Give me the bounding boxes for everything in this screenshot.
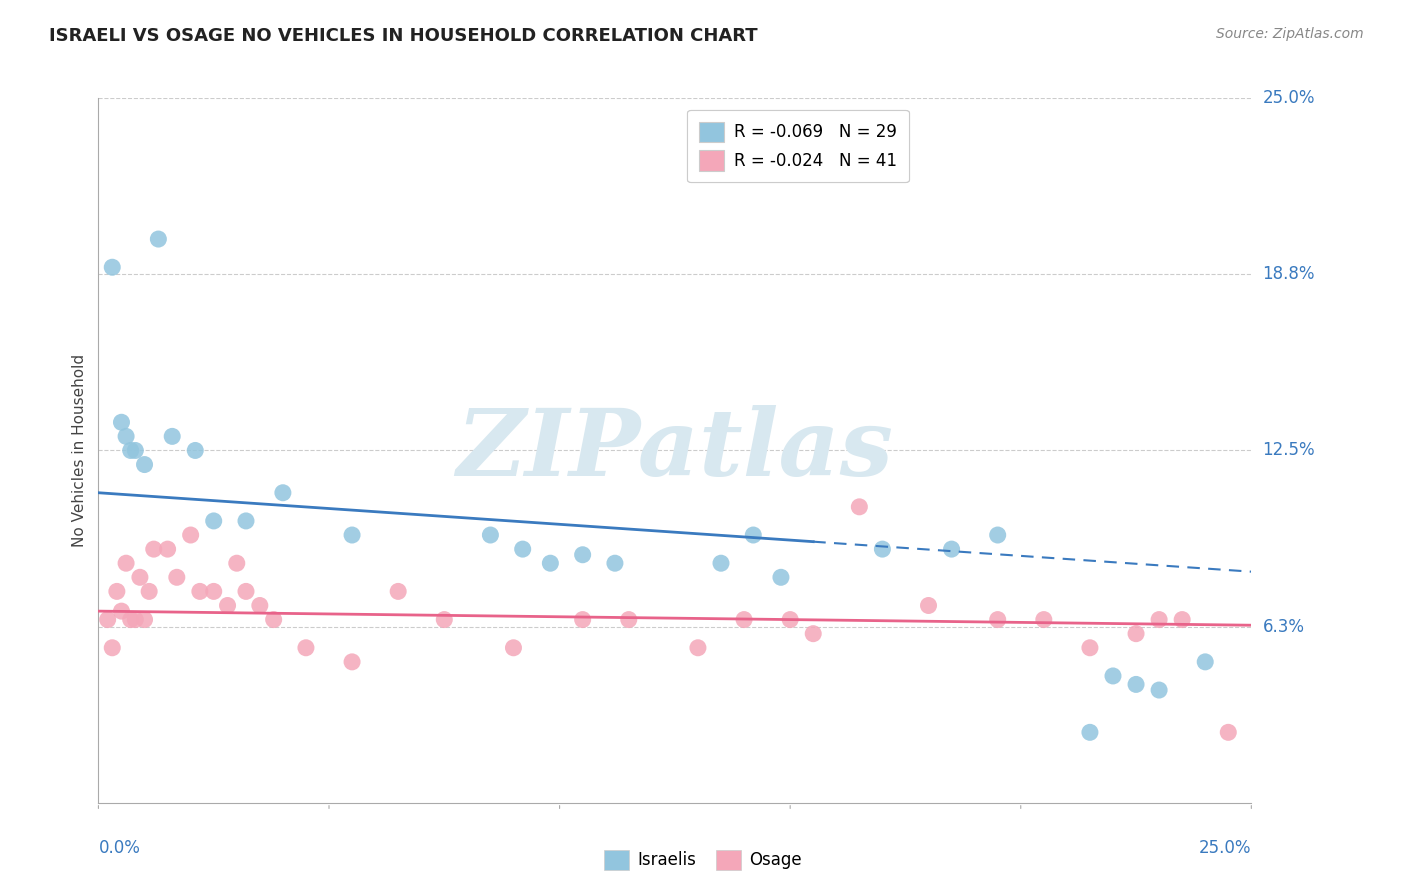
Point bbox=[202, 514, 225, 528]
Point bbox=[1171, 613, 1194, 627]
Text: 0.0%: 0.0% bbox=[98, 838, 141, 857]
Point bbox=[134, 458, 156, 472]
Point bbox=[801, 626, 824, 640]
Point bbox=[987, 528, 1010, 542]
Point bbox=[156, 542, 179, 557]
Point bbox=[235, 514, 257, 528]
Point bbox=[603, 556, 626, 570]
Point bbox=[538, 556, 561, 570]
Point bbox=[110, 604, 132, 618]
Point bbox=[941, 542, 963, 557]
Legend: R = -0.069   N = 29, R = -0.024   N = 41: R = -0.069 N = 29, R = -0.024 N = 41 bbox=[688, 110, 908, 182]
Point bbox=[387, 584, 409, 599]
Point bbox=[184, 443, 207, 458]
Text: 25.0%: 25.0% bbox=[1263, 89, 1315, 107]
Point bbox=[166, 570, 188, 584]
Point bbox=[769, 570, 792, 584]
Point bbox=[340, 655, 363, 669]
Y-axis label: No Vehicles in Household: No Vehicles in Household bbox=[72, 354, 87, 547]
Point bbox=[217, 599, 239, 613]
Point bbox=[115, 556, 138, 570]
Point bbox=[512, 542, 534, 557]
Point bbox=[340, 528, 363, 542]
Point bbox=[1218, 725, 1240, 739]
Point bbox=[742, 528, 765, 542]
Point bbox=[148, 232, 170, 246]
Point bbox=[271, 485, 294, 500]
Text: Source: ZipAtlas.com: Source: ZipAtlas.com bbox=[1216, 27, 1364, 41]
Point bbox=[263, 613, 285, 627]
Point bbox=[917, 599, 939, 613]
Point bbox=[1032, 613, 1054, 627]
Text: ISRAELI VS OSAGE NO VEHICLES IN HOUSEHOLD CORRELATION CHART: ISRAELI VS OSAGE NO VEHICLES IN HOUSEHOL… bbox=[49, 27, 758, 45]
Point bbox=[848, 500, 870, 514]
Point bbox=[686, 640, 709, 655]
Point bbox=[138, 584, 160, 599]
Point bbox=[134, 613, 156, 627]
Point bbox=[249, 599, 271, 613]
Text: 18.8%: 18.8% bbox=[1263, 265, 1315, 284]
Point bbox=[733, 613, 755, 627]
Point bbox=[142, 542, 165, 557]
Point bbox=[710, 556, 733, 570]
Point bbox=[235, 584, 257, 599]
Point bbox=[779, 613, 801, 627]
Point bbox=[101, 640, 124, 655]
Point bbox=[225, 556, 247, 570]
Point bbox=[160, 429, 183, 443]
Point bbox=[1125, 677, 1147, 691]
Point bbox=[120, 443, 142, 458]
Point bbox=[115, 429, 138, 443]
Point bbox=[129, 570, 152, 584]
Point bbox=[617, 613, 640, 627]
Text: 25.0%: 25.0% bbox=[1199, 838, 1251, 857]
Point bbox=[188, 584, 211, 599]
Point bbox=[502, 640, 524, 655]
Point bbox=[1147, 683, 1170, 698]
Point bbox=[433, 613, 456, 627]
Point bbox=[987, 613, 1010, 627]
Point bbox=[1102, 669, 1125, 683]
Point bbox=[124, 613, 146, 627]
Point bbox=[180, 528, 202, 542]
Point bbox=[101, 260, 124, 275]
Point bbox=[105, 584, 128, 599]
Point bbox=[1194, 655, 1216, 669]
Point bbox=[1147, 613, 1170, 627]
Legend: Israelis, Osage: Israelis, Osage bbox=[598, 843, 808, 877]
Point bbox=[97, 613, 120, 627]
Point bbox=[295, 640, 318, 655]
Point bbox=[571, 613, 593, 627]
Point bbox=[1125, 626, 1147, 640]
Text: 6.3%: 6.3% bbox=[1263, 617, 1305, 636]
Point bbox=[479, 528, 502, 542]
Point bbox=[1078, 640, 1101, 655]
Text: 12.5%: 12.5% bbox=[1263, 442, 1315, 459]
Point bbox=[571, 548, 593, 562]
Point bbox=[120, 613, 142, 627]
Point bbox=[110, 415, 132, 429]
Point bbox=[124, 443, 146, 458]
Text: ZIPatlas: ZIPatlas bbox=[457, 406, 893, 495]
Point bbox=[202, 584, 225, 599]
Point bbox=[1078, 725, 1101, 739]
Point bbox=[872, 542, 894, 557]
